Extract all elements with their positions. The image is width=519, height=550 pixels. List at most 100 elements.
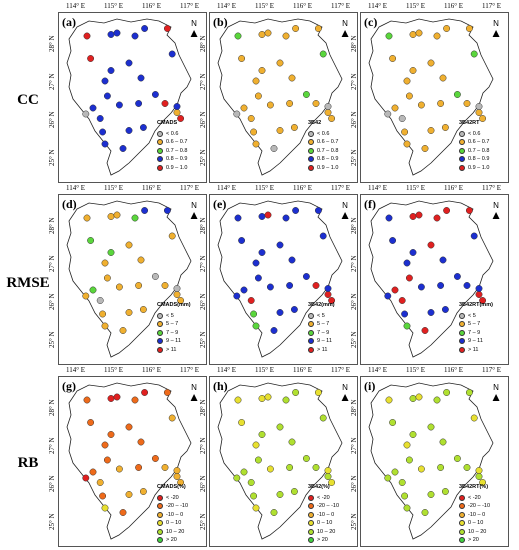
station-point bbox=[290, 306, 298, 313]
legend-item: < 0.6 bbox=[459, 130, 489, 139]
map-svg bbox=[66, 18, 192, 176]
legend-dot bbox=[157, 147, 163, 154]
station-point bbox=[439, 256, 447, 264]
lon-tick: 117° E bbox=[331, 184, 351, 192]
legend-text: 0.8 – 0.9 bbox=[166, 156, 188, 162]
station-point bbox=[441, 124, 449, 131]
station-point bbox=[103, 456, 111, 464]
station-point bbox=[421, 145, 429, 152]
lon-tick: 115° E bbox=[104, 2, 124, 10]
legend-text: 7 – 9 bbox=[166, 329, 179, 336]
station-point bbox=[276, 423, 284, 431]
station-point bbox=[113, 211, 121, 219]
legend-text: 0.8 – 0.9 bbox=[468, 156, 490, 162]
lat-tick: 28° N bbox=[48, 399, 56, 416]
legend-item: -20 – -10 bbox=[459, 502, 490, 511]
lat-tick: 28° N bbox=[199, 35, 207, 52]
station-point bbox=[115, 283, 123, 291]
lon-tick: 114° E bbox=[368, 2, 388, 10]
station-point bbox=[475, 291, 483, 298]
station-point bbox=[319, 414, 327, 422]
station-point bbox=[258, 213, 266, 220]
legend-text: 0.8 – 0.9 bbox=[317, 156, 339, 162]
station-point bbox=[161, 282, 169, 289]
station-point bbox=[439, 74, 447, 82]
station-point bbox=[328, 297, 336, 304]
legend-item: < 0.6 bbox=[157, 130, 187, 139]
station-point bbox=[453, 91, 461, 98]
lon-tick: 117° E bbox=[180, 184, 200, 192]
lat-tick: 26° N bbox=[48, 475, 56, 492]
station-point bbox=[137, 438, 145, 446]
station-point bbox=[240, 468, 248, 476]
row-label-2: RB bbox=[17, 455, 39, 471]
legend-title: CMADS bbox=[157, 120, 178, 126]
lon-tick: 117° E bbox=[180, 366, 200, 374]
legend-item: < 5 bbox=[459, 312, 493, 321]
legend-text: 9 – 11 bbox=[166, 338, 181, 344]
legend-item: 0.6 – 0.7 bbox=[157, 138, 187, 147]
station-point bbox=[427, 241, 435, 249]
station-point bbox=[314, 25, 322, 32]
lon-tick: 114° E bbox=[66, 184, 86, 192]
station-point bbox=[398, 297, 406, 304]
station-point bbox=[252, 140, 260, 148]
row-label-0: CC bbox=[17, 92, 39, 108]
station-point bbox=[453, 455, 461, 462]
map-svg bbox=[368, 200, 494, 358]
legend: 3B42RT(mm) < 5 5 – 7 7 – 9 9 – 11 > 11 bbox=[459, 301, 493, 354]
legend-title: 3B42RT(mm) bbox=[459, 302, 493, 308]
lon-tick: 115° E bbox=[406, 184, 426, 192]
station-point bbox=[282, 396, 290, 404]
legend-dot bbox=[459, 156, 465, 163]
station-point bbox=[276, 241, 284, 249]
legend-text: -20 – -10 bbox=[468, 503, 491, 509]
legend-dot bbox=[157, 528, 163, 535]
legend-dot bbox=[157, 503, 163, 510]
legend-text: > 11 bbox=[468, 346, 479, 353]
station-point bbox=[319, 232, 327, 240]
panel-label: (c) bbox=[364, 15, 378, 29]
station-point bbox=[168, 414, 176, 422]
panel-label: (f) bbox=[364, 197, 376, 211]
legend-item: 0.9 – 1.0 bbox=[459, 164, 489, 173]
station-point bbox=[403, 441, 411, 449]
lon-tick: 116° E bbox=[293, 2, 313, 10]
lon-tick: 116° E bbox=[444, 366, 464, 374]
station-point bbox=[282, 214, 290, 222]
station-point bbox=[324, 467, 332, 474]
legend-text: < 5 bbox=[468, 312, 476, 319]
lon-tick: 114° E bbox=[368, 184, 388, 192]
legend-item: 7 – 9 bbox=[459, 329, 493, 338]
station-point bbox=[398, 479, 406, 486]
legend-dot bbox=[308, 312, 314, 319]
legend-text: < 5 bbox=[317, 312, 325, 319]
station-point bbox=[173, 285, 181, 292]
legend-dot bbox=[459, 494, 465, 501]
lon-tick: 115° E bbox=[255, 366, 275, 374]
legend-item: -10 – 0 bbox=[308, 511, 339, 520]
legend-dot bbox=[308, 346, 314, 353]
station-point bbox=[125, 309, 133, 316]
station-point bbox=[103, 92, 111, 100]
station-point bbox=[288, 438, 296, 446]
legend-title: 3B42(mm) bbox=[308, 302, 335, 308]
station-point bbox=[465, 389, 473, 396]
legend-item: > 11 bbox=[157, 346, 191, 355]
legend-dot bbox=[459, 511, 465, 518]
legend-dot bbox=[308, 520, 314, 527]
legend-item: 0.8 – 0.9 bbox=[308, 155, 338, 164]
station-point bbox=[101, 441, 109, 449]
station-point bbox=[314, 207, 322, 214]
station-point bbox=[437, 282, 445, 289]
lat-tick: 27° N bbox=[199, 255, 207, 272]
legend-item: 9 – 11 bbox=[308, 337, 335, 346]
lat-tick: 28° N bbox=[199, 217, 207, 234]
legend-item: 0.6 – 0.7 bbox=[459, 138, 489, 147]
legend-item: > 11 bbox=[308, 346, 335, 355]
station-point bbox=[290, 124, 298, 131]
station-point bbox=[441, 306, 449, 313]
legend-dot bbox=[459, 139, 465, 146]
station-point bbox=[163, 389, 171, 396]
